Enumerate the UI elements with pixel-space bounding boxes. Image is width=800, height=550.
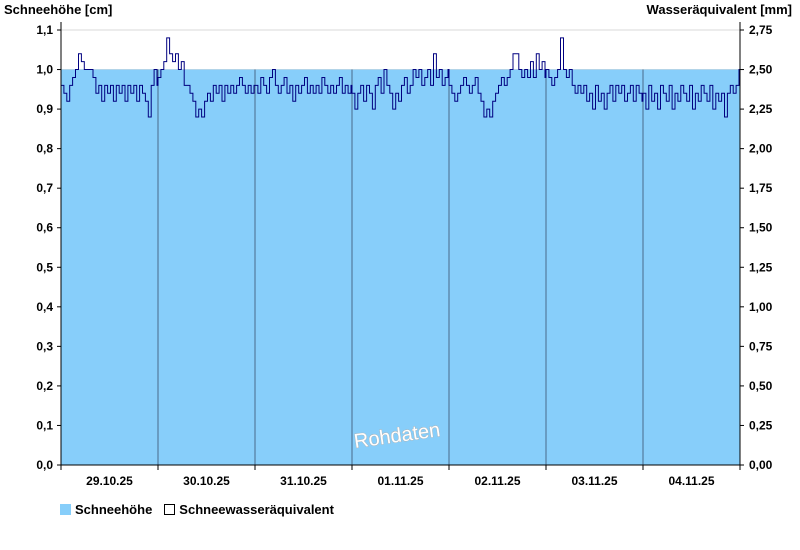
y-right-tick-label: 1,75 [749, 181, 773, 195]
snow-chart: Schneehöhe [cm] Wasseräquivalent [mm] 0,… [4, 2, 792, 488]
x-tick-label: 31.10.25 [280, 474, 327, 488]
day-separators [60, 69, 741, 470]
y-right-tick-label: 2,25 [749, 102, 773, 116]
legend-item-swe: Schneewasseräquivalent [164, 502, 334, 517]
x-tick-label: 03.11.25 [571, 474, 617, 488]
legend-item-snow-depth: Schneehöhe [60, 502, 152, 517]
y-left-tick-label: 0,9 [36, 102, 53, 116]
snow-depth-area [61, 69, 740, 465]
legend-swatch-area [60, 504, 71, 515]
x-tick-label: 02.11.25 [474, 474, 520, 488]
legend: Schneehöhe Schneewasseräquivalent [60, 502, 346, 517]
y-left-tick-label: 1,1 [36, 23, 53, 37]
x-tick-label: 30.10.25 [183, 474, 230, 488]
y-left-tick-label: 1,0 [36, 63, 53, 77]
y-left-tick-labels: 0,0 0,1 0,2 0,3 0,4 0,5 0,6 0,7 0,8 0,9 1,0 1,1 [36, 23, 53, 472]
y-left-tick-label: 0,4 [36, 300, 53, 314]
legend-label-snow-depth: Schneehöhe [75, 502, 153, 517]
y-right-tick-label: 2,75 [749, 23, 773, 37]
y-left-tick-label: 0,0 [36, 458, 53, 472]
y-left-tick-label: 0,6 [36, 221, 53, 235]
y-right-tick-label: 0,50 [749, 379, 773, 393]
y-right-tick-label: 1,50 [749, 221, 773, 235]
y-left-tick-label: 0,1 [36, 418, 53, 432]
y-left-tick-label: 0,2 [36, 379, 53, 393]
legend-swatch-line [164, 504, 176, 515]
y-left-axis-title: Schneehöhe [cm] [4, 2, 112, 17]
legend-label-swe: Schneewasseräquivalent [179, 502, 334, 517]
y-right-tick-label: 0,25 [749, 418, 773, 432]
x-tick-labels: 29.10.25 30.10.25 31.10.25 01.11.25 02.11.25… [86, 474, 715, 488]
y-left-tick-label: 0,3 [36, 339, 53, 353]
y-right-tick-label: 0,75 [749, 339, 773, 353]
axes-frame [60, 22, 741, 466]
snow-water-equivalent-line [61, 37, 740, 118]
y-right-tick-label: 2,00 [749, 142, 773, 156]
y-right-tick-labels: 0,00 0,25 0,50 0,75 1,00 1,25 1,50 1,75 2,00 2,25… [749, 23, 773, 472]
y-right-tick-label: 2,50 [749, 63, 773, 77]
y-right-tick-label: 0,00 [749, 458, 773, 472]
y-left-tick-label: 0,8 [36, 142, 53, 156]
y-right-axis-title: Wasseräquivalent [mm] [647, 2, 792, 17]
x-tick-label: 29.10.25 [86, 474, 133, 488]
y-right-tick-label: 1,00 [749, 300, 773, 314]
y-left-tick-label: 0,5 [36, 260, 53, 274]
y-left-tick-label: 0,7 [36, 181, 53, 195]
x-tick-label: 01.11.25 [377, 474, 423, 488]
y-right-tick-label: 1,25 [749, 260, 773, 274]
x-tick-label: 04.11.25 [668, 474, 714, 488]
